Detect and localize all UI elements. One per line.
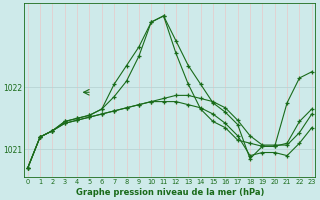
X-axis label: Graphe pression niveau de la mer (hPa): Graphe pression niveau de la mer (hPa) — [76, 188, 264, 197]
